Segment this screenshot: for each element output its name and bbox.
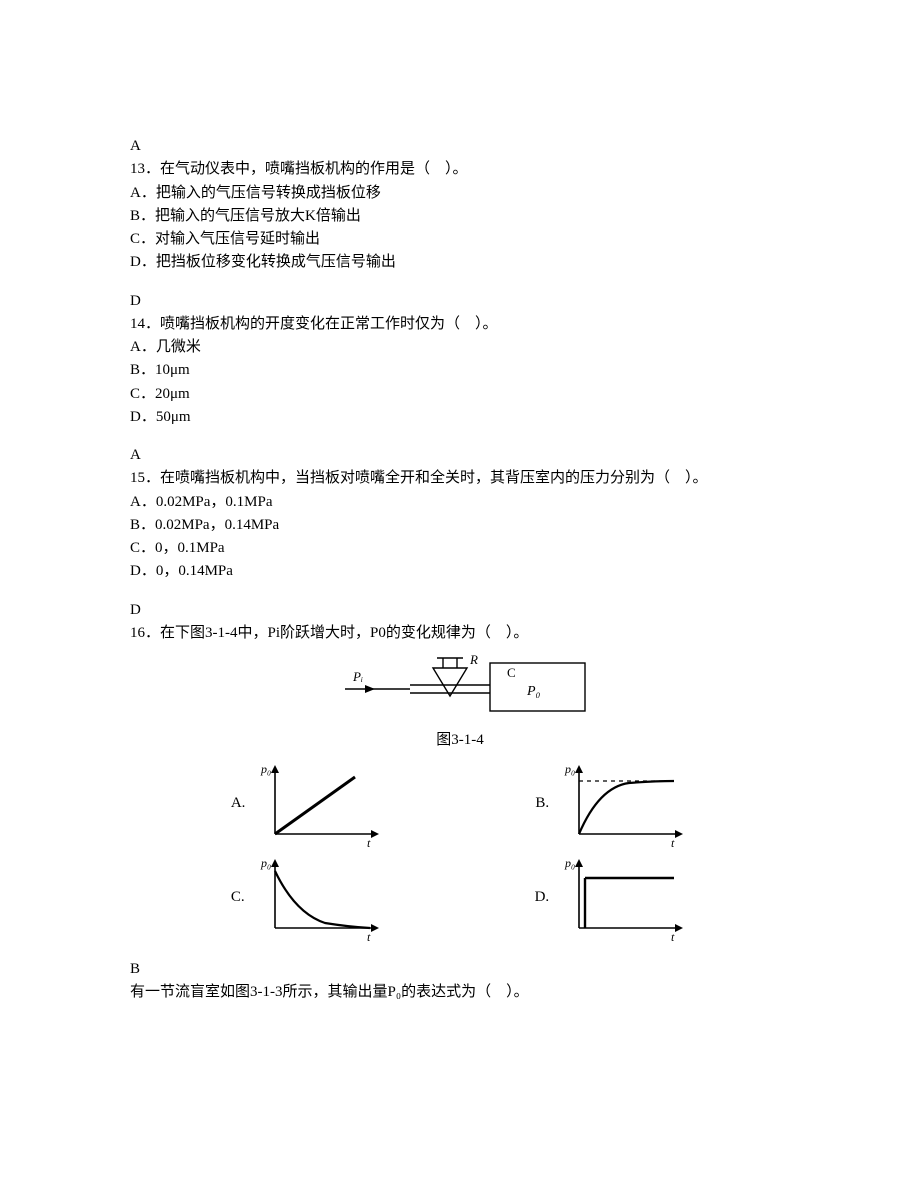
x-axis-label: t — [367, 836, 371, 849]
x-axis-label: t — [671, 836, 675, 849]
option-b: B．把输入的气压信号放大K倍输出 — [130, 205, 790, 228]
pi-label: Pᵢ — [352, 669, 363, 684]
option-d: D．50μm — [130, 406, 790, 429]
question-stem: 16．在下图3-1-4中，Pi阶跃增大时，P0的变化规律为（ ）。 — [130, 622, 790, 645]
y-axis-label: p₀ — [260, 856, 271, 870]
question-stem: 有一节流盲室如图3-1-3所示，其输出量P₀的表达式为（ ）。 — [130, 981, 790, 1004]
prev-answer: A — [130, 444, 790, 467]
p0-label: P₀ — [526, 684, 541, 699]
option-a: A．把输入的气压信号转换成挡板位移 — [130, 182, 790, 205]
graph-row-2: C. p₀ t D. — [130, 853, 790, 943]
graph-c-cell: C. p₀ t — [231, 853, 385, 943]
graph-c: p₀ t — [255, 853, 385, 943]
option-c: C．20μm — [130, 383, 790, 406]
question-stem: 13．在气动仪表中，喷嘴挡板机构的作用是（ ）。 — [130, 158, 790, 181]
graph-c-letter: C. — [231, 886, 245, 909]
graph-b-cell: B. p₀ t — [535, 759, 689, 849]
prev-answer: A — [130, 135, 790, 158]
exam-page: A 13．在气动仪表中，喷嘴挡板机构的作用是（ ）。 A．把输入的气压信号转换成… — [0, 0, 920, 1191]
graph-b: p₀ t — [559, 759, 689, 849]
prev-answer: D — [130, 599, 790, 622]
option-c: C．0，0.1MPa — [130, 537, 790, 560]
graph-d-cell: D. p₀ t — [535, 853, 690, 943]
x-axis-label: t — [367, 930, 371, 943]
graph-d: p₀ t — [559, 853, 689, 943]
option-d: D．把挡板位移变化转换成气压信号输出 — [130, 251, 790, 274]
circuit-diagram: Pᵢ R C P₀ — [315, 651, 605, 721]
graph-d-letter: D. — [535, 886, 550, 909]
prev-answer: D — [130, 290, 790, 313]
question-13: A 13．在气动仪表中，喷嘴挡板机构的作用是（ ）。 A．把输入的气压信号转换成… — [130, 135, 790, 275]
figure-caption: 图3-1-4 — [130, 729, 790, 752]
question-14: D 14．喷嘴挡板机构的开度变化在正常工作时仅为（ ）。 A．几微米 B．10μ… — [130, 290, 790, 430]
question-16: D 16．在下图3-1-4中，Pi阶跃增大时，P0的变化规律为（ ）。 Pᵢ — [130, 599, 790, 943]
y-axis-label: p₀ — [260, 762, 271, 776]
figure-3-1-4: Pᵢ R C P₀ — [130, 651, 790, 729]
graph-b-letter: B. — [535, 792, 549, 815]
graph-a-letter: A. — [231, 792, 246, 815]
y-axis-label: p₀ — [564, 762, 575, 776]
option-b: B．10μm — [130, 359, 790, 382]
option-a: A．0.02MPa，0.1MPa — [130, 491, 790, 514]
y-axis-label: p₀ — [564, 856, 575, 870]
c-label: C — [507, 665, 516, 680]
prev-answer: B — [130, 958, 790, 981]
option-b: B．0.02MPa，0.14MPa — [130, 514, 790, 537]
option-d: D．0，0.14MPa — [130, 560, 790, 583]
graph-a-cell: A. p₀ t — [231, 759, 386, 849]
x-axis-label: t — [671, 930, 675, 943]
option-a: A．几微米 — [130, 336, 790, 359]
option-c: C．对输入气压信号延时输出 — [130, 228, 790, 251]
question-15: A 15．在喷嘴挡板机构中，当挡板对喷嘴全开和全关时，其背压室内的压力分别为（ … — [130, 444, 790, 584]
question-17-fragment: B 有一节流盲室如图3-1-3所示，其输出量P₀的表达式为（ ）。 — [130, 958, 790, 1005]
question-stem: 15．在喷嘴挡板机构中，当挡板对喷嘴全开和全关时，其背压室内的压力分别为（ ）。 — [130, 467, 790, 490]
question-stem: 14．喷嘴挡板机构的开度变化在正常工作时仅为（ ）。 — [130, 313, 790, 336]
graph-a: p₀ t — [255, 759, 385, 849]
r-label: R — [469, 652, 478, 667]
graph-row-1: A. p₀ t B. — [130, 759, 790, 849]
